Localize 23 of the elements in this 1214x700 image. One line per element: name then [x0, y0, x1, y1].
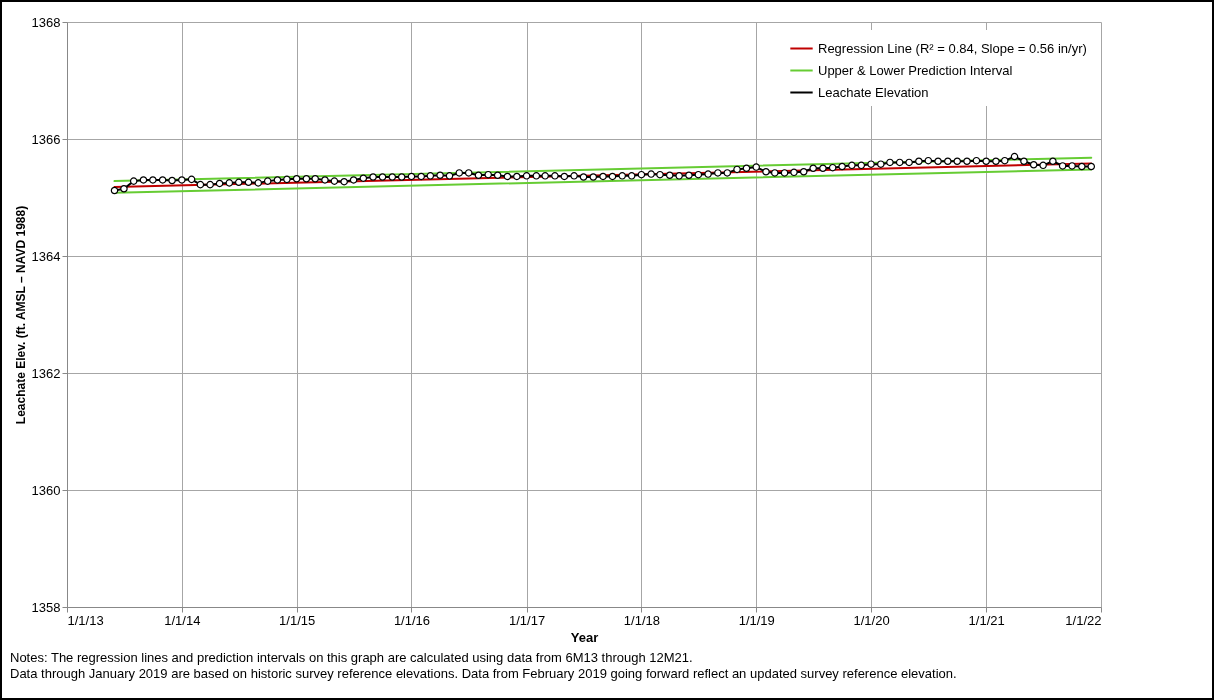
- x-tick-label: 1/1/20: [853, 612, 890, 628]
- legend-label: Upper & Lower Prediction Interval: [818, 62, 1013, 78]
- x-tick-label: 1/1/16: [393, 612, 431, 628]
- x-tick-label: 1/1/21: [968, 612, 1005, 628]
- y-tick-label: 1366: [31, 131, 61, 147]
- y-tick-label: 1358: [31, 599, 61, 615]
- x-axis-title: Year: [570, 629, 599, 645]
- legend-label: Regression Line (R² = 0.84, Slope = 0.56 in/yr): [818, 40, 1087, 56]
- y-tick-label: 1360: [31, 482, 61, 498]
- y-tick-label: 1362: [31, 365, 61, 381]
- text: Data through January 2019 are based on historic survey reference elevations. Data from February 2019 going forward reflect an updated survey reference elevation.: [10, 666, 958, 682]
- x-tick-label: 1/1/14: [164, 612, 201, 628]
- y-tick-label: 1368: [31, 14, 61, 30]
- x-tick-label: 1/1/22: [1065, 612, 1102, 628]
- text: Notes: The regression lines and prediction intervals on this graph are calculated using data from 6M13 through 12M21.: [10, 650, 694, 666]
- x-tick-label: 1/1/19: [738, 612, 775, 628]
- y-axis-title: Leachate Elev. (ft. AMSL – NAVD 1988): [13, 205, 28, 425]
- x-tick-label: 1/1/15: [279, 612, 316, 628]
- x-tick-label: 1/1/13: [67, 612, 104, 628]
- x-tick-label: 1/1/18: [623, 612, 660, 628]
- x-tick-label: 1/1/17: [509, 612, 546, 628]
- y-tick-label: 1364: [31, 248, 61, 264]
- legend-label: Leachate Elevation: [818, 84, 929, 100]
